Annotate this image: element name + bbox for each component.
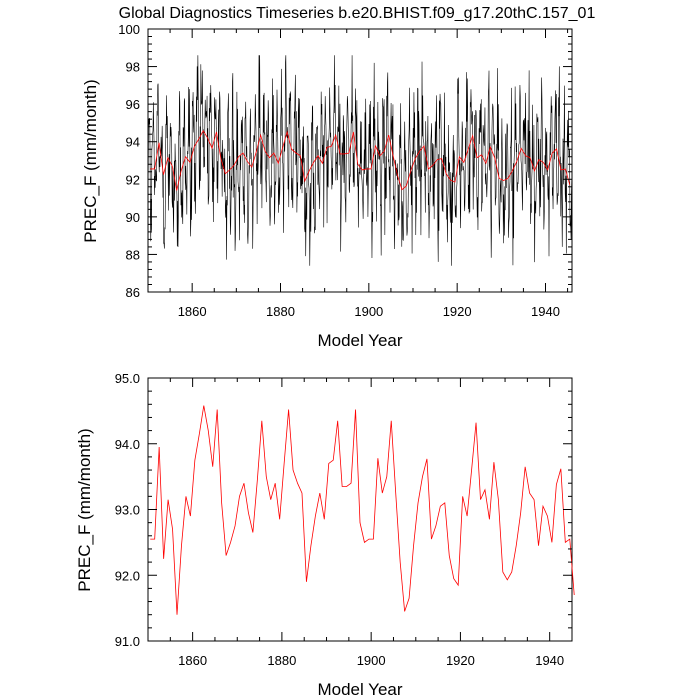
figure-title: Global Diagnostics Timeseries b.e20.BHIS… — [119, 5, 596, 22]
y-tick-label-top: 88 — [126, 247, 140, 262]
x-tick-label-bottom: 1880 — [267, 653, 296, 668]
x-axis-title-bottom: Model Year — [317, 680, 402, 699]
annual-mean-overlay-line — [150, 130, 571, 191]
x-tick-label-bottom: 1900 — [357, 653, 386, 668]
y-tick-label-top: 94 — [126, 135, 140, 150]
x-axis-title-top: Model Year — [317, 331, 402, 350]
y-tick-label-top: 96 — [126, 97, 140, 112]
y-tick-label-top: 100 — [118, 22, 140, 37]
y-axis-title-bottom: PREC_F (mm/month) — [75, 428, 94, 591]
y-tick-label-top: 86 — [126, 285, 140, 300]
x-tick-label-top: 1880 — [266, 304, 295, 319]
y-tick-label-bottom: 94.0 — [115, 437, 140, 452]
y-tick-label-top: 90 — [126, 210, 140, 225]
x-tick-label-bottom: 1860 — [178, 653, 207, 668]
y-axis-title-top: PREC_F (mm/month) — [81, 79, 100, 242]
x-tick-label-top: 1860 — [178, 304, 207, 319]
y-tick-label-bottom: 95.0 — [115, 371, 140, 386]
y-tick-label-bottom: 93.0 — [115, 503, 140, 518]
monthly-series-line — [147, 55, 573, 266]
panel-monthly: 1860 1880 1900 1920 1940 86 88 90 92 94 96 98 100 PR… — [81, 22, 573, 350]
y-tick-label-top: 98 — [126, 60, 140, 75]
x-tick-label-top: 1920 — [443, 304, 472, 319]
x-tick-label-top: 1940 — [531, 304, 560, 319]
plot-frame-bottom — [147, 377, 573, 642]
y-tick-label-top: 92 — [126, 172, 140, 187]
annual-mean-line — [150, 405, 575, 615]
x-tick-label-top: 1900 — [354, 304, 383, 319]
x-tick-label-bottom: 1920 — [446, 653, 475, 668]
y-tick-label-bottom: 92.0 — [115, 568, 140, 583]
plot-frame-top — [147, 28, 573, 293]
panel-annual: 1860 1880 1900 1920 1940 91.0 92.0 93.0 94.0 95.0… — [75, 371, 575, 699]
x-tick-label-bottom: 1940 — [535, 653, 564, 668]
y-tick-label-bottom: 91.0 — [115, 634, 140, 649]
